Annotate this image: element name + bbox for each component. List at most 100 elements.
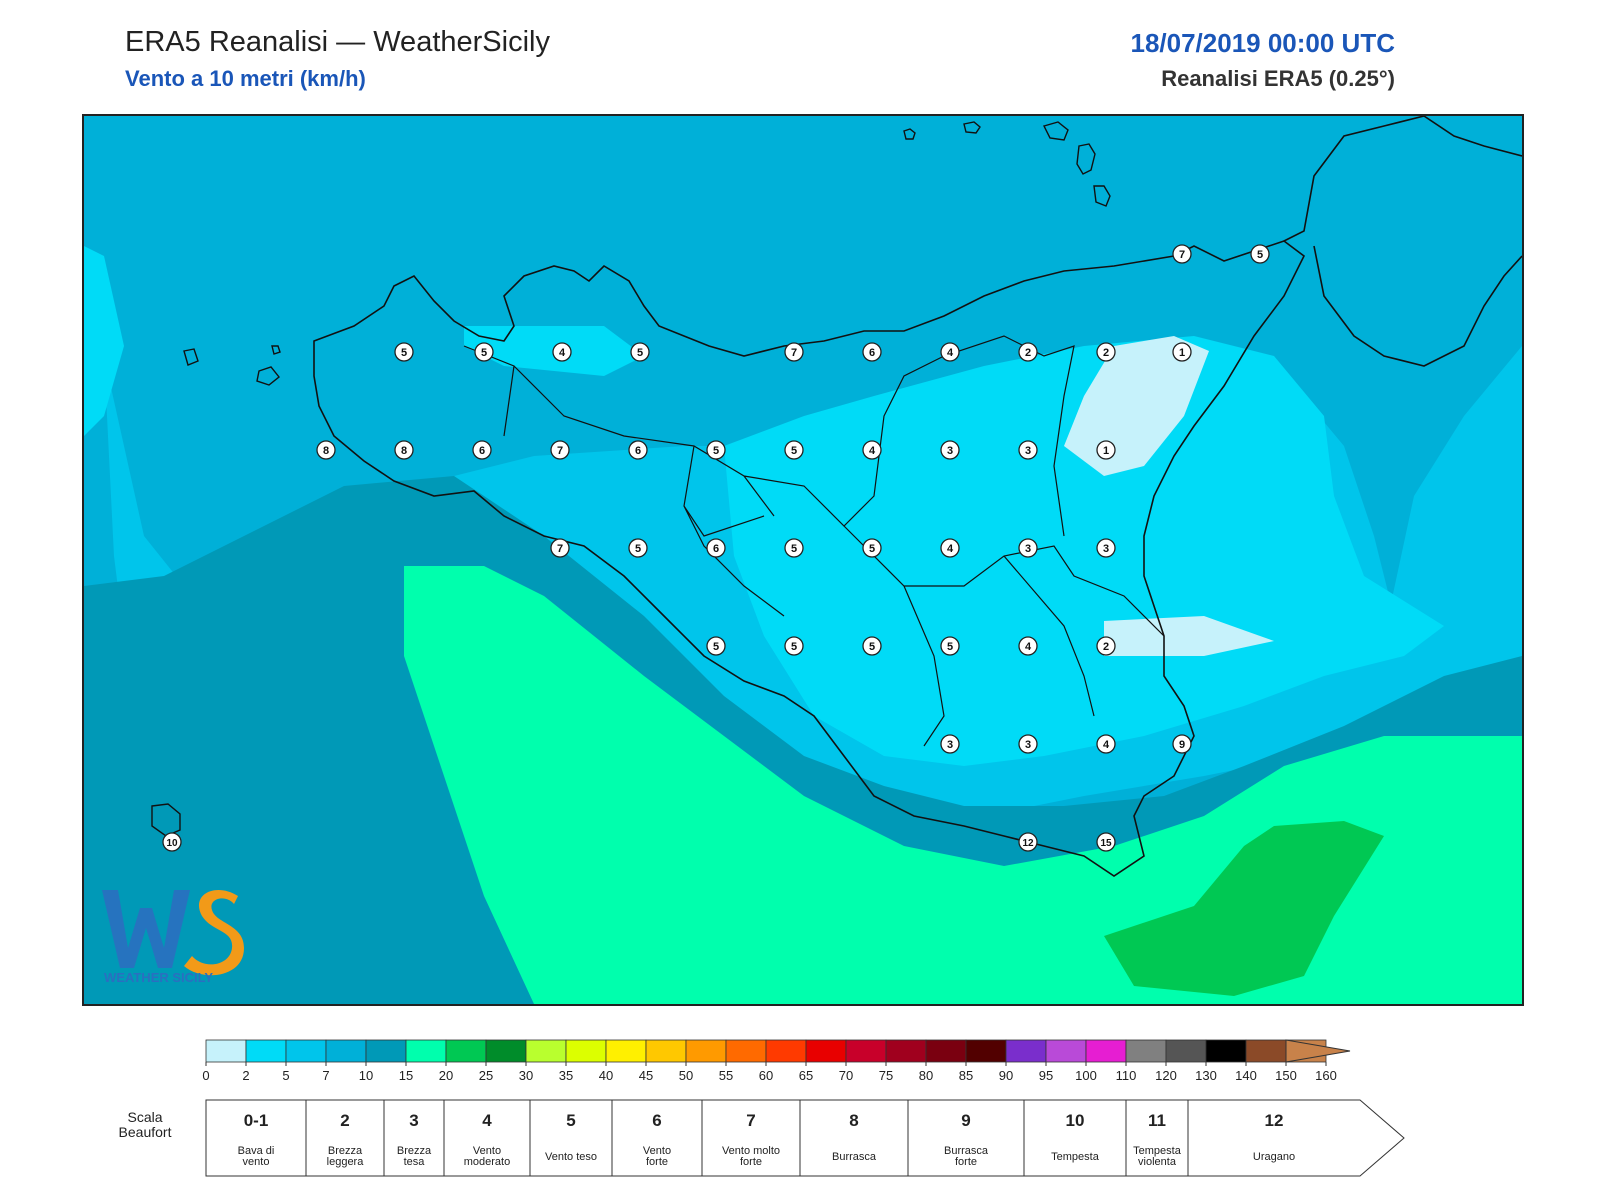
colorbar-tick-label: 10 [359,1068,373,1083]
colorbar-tick-label: 85 [959,1068,973,1083]
station-marker [1018,538,1038,558]
product-label: Reanalisi ERA5 (0.25°) [1161,66,1395,91]
beaufort-number: 9 [961,1111,970,1130]
wind-station: 7 [550,440,570,460]
colorbar-tick-label: 110 [1116,1068,1137,1083]
station-marker [706,636,726,656]
beaufort-class: 5 Vento teso [529,1099,613,1177]
colorbar-tick-label: 40 [599,1068,613,1083]
station-value: 5 [635,543,641,555]
wind-station: 3 [1018,538,1038,558]
station-value: 6 [713,543,719,555]
beaufort-desc-line1: Tempesta [1133,1145,1182,1157]
station-marker [940,440,960,460]
station-value: 5 [869,641,875,653]
wind-station: 4 [552,342,572,362]
station-value: 1 [1179,347,1185,359]
wind-station: 5 [394,342,414,362]
beaufort-number: 2 [340,1111,349,1130]
beaufort-box [701,1099,801,1177]
station-value: 5 [401,347,407,359]
wind-colorbar: 0 2 5 7 10 15 20 25 30 35 40 45 50 55 60 65 70 75 80 85 90 95… [202,1039,1405,1177]
colorbar-cells [205,1039,1327,1063]
wind-zone-2-5-east [724,336,1444,766]
wind-station: 5 [628,538,648,558]
station-value: 5 [791,445,797,457]
station-value: 5 [481,347,487,359]
wind-station: 10 [162,832,182,852]
colorbar-tick-label: 150 [1275,1068,1297,1083]
colorbar-cell [525,1039,567,1063]
colorbar-cell [1085,1039,1127,1063]
station-marker [1018,636,1038,656]
colorbar-tick-label: 25 [479,1068,493,1083]
beaufort-number: 7 [746,1111,755,1130]
station-value: 3 [947,739,953,751]
beaufort-number: 12 [1265,1111,1284,1130]
colorbar-cell [365,1039,407,1063]
colorbar-tick-label: 7 [322,1068,329,1083]
station-value: 5 [713,641,719,653]
station-value: 2 [1103,641,1109,653]
beaufort-number: 10 [1066,1111,1085,1130]
logo-w-mark [102,890,190,968]
colorbar-tick-label: 0 [202,1068,209,1083]
station-value: 5 [869,543,875,555]
station-marker [1096,538,1116,558]
station-marker [550,440,570,460]
colorbar-tick-label: 140 [1235,1068,1257,1083]
colorbar-arrow [1285,1039,1351,1063]
beaufort-desc-line1: Burrasca [832,1151,877,1163]
colorbar-cell [925,1039,967,1063]
station-marker [550,538,570,558]
station-marker [784,636,804,656]
station-value: 2 [1025,347,1031,359]
station-marker [862,440,882,460]
colorbar-tick-label: 75 [879,1068,893,1083]
station-marker [1096,734,1116,754]
colorbar-tick-label: 15 [399,1068,413,1083]
beaufort-desc-line1: Brezza [397,1145,432,1157]
beaufort-desc-line1: Bava di [238,1145,275,1157]
colorbar-tick-label: 2 [242,1068,249,1083]
wind-station: 5 [706,636,726,656]
colorbar-cell [285,1039,327,1063]
colorbar-tick-label: 35 [559,1068,573,1083]
colorbar-cell [1005,1039,1047,1063]
station-marker [474,342,494,362]
colorbar-cell [1245,1039,1287,1063]
colorbar-tick-label: 20 [439,1068,453,1083]
colorbar-cell [245,1039,287,1063]
beaufort-desc-line1: Vento [643,1145,671,1157]
wind-station: 7 [1172,244,1192,264]
station-value: 7 [1179,249,1185,261]
beaufort-desc-line2: forte [955,1156,977,1168]
beaufort-title-line2: Beaufort [118,1124,172,1140]
beaufort-box [1023,1099,1127,1177]
station-marker [394,342,414,362]
beaufort-box [907,1099,1025,1177]
station-marker [1172,244,1192,264]
station-value: 2 [1103,347,1109,359]
station-value: 4 [1025,641,1032,653]
station-marker [784,342,804,362]
station-marker [1172,342,1192,362]
station-value: 6 [869,347,875,359]
wind-station: 4 [1096,734,1116,754]
station-marker [1018,734,1038,754]
station-value: 5 [791,641,797,653]
station-marker [1018,342,1038,362]
colorbar-tick-label: 65 [799,1068,813,1083]
station-marker [472,440,492,460]
colorbar-cell [845,1039,887,1063]
colorbar-cell [565,1039,607,1063]
station-marker [162,832,182,852]
wind-station: 3 [940,440,960,460]
station-marker [1250,244,1270,264]
beaufort-desc-line1: Tempesta [1051,1151,1100,1163]
wind-map: 5 5 4 5 7 6 4 2 2 1 8 8 6 7 6 5 5 4 3 3 1 7 5 6 5 5 4 3 3 5 5 5 5 4 2 3 3 4 9 1… [82,114,1524,1006]
wind-station: 7 [550,538,570,558]
colorbar-cell [1045,1039,1087,1063]
beaufort-desc-line1: Vento molto [722,1145,780,1157]
